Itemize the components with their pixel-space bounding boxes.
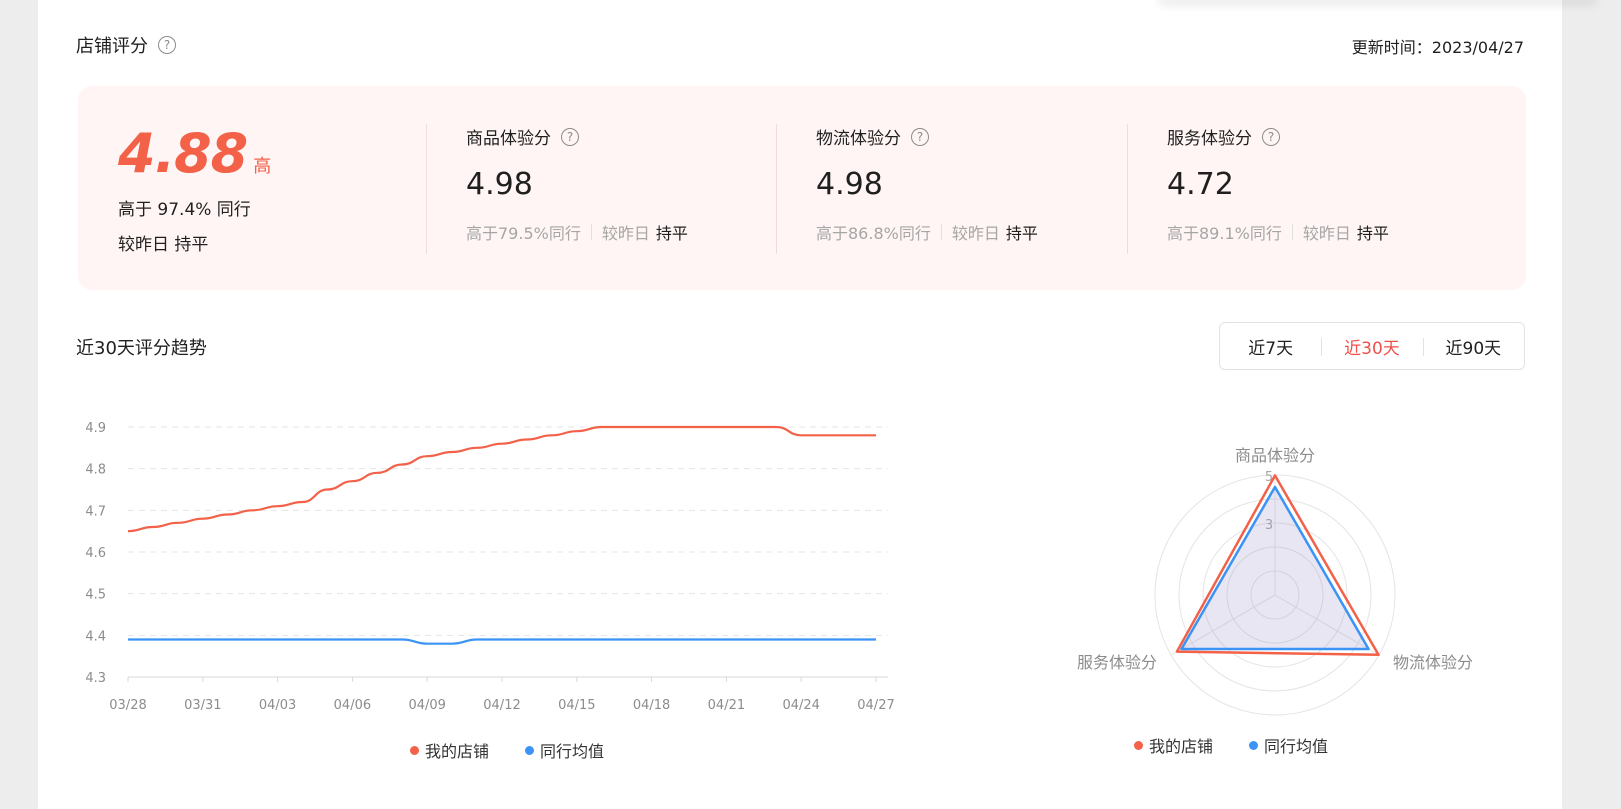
range-90-days[interactable]: 近90天 xyxy=(1422,334,1524,359)
x-tick-label: 03/31 xyxy=(184,698,221,713)
x-tick-label: 04/15 xyxy=(558,698,595,713)
x-tick-label: 04/12 xyxy=(483,698,520,713)
divider xyxy=(1127,124,1128,254)
radar-axis-label: 商品体验分 xyxy=(1235,446,1315,465)
radar-tick-label: 5 xyxy=(1265,470,1273,485)
range-30-days[interactable]: 近30天 xyxy=(1321,334,1422,359)
x-tick-label: 04/24 xyxy=(782,698,819,713)
x-tick-label: 04/09 xyxy=(408,698,445,713)
legend-item-peer[interactable]: 同行均值 xyxy=(1249,733,1328,757)
y-tick-label: 4.4 xyxy=(85,629,106,644)
y-tick-label: 4.8 xyxy=(85,463,106,478)
sub-score-title: 物流体验分 xyxy=(816,129,901,149)
section-header: 店铺评分 ? xyxy=(76,32,176,58)
trend-title: 近30天评分趋势 xyxy=(76,338,207,359)
legend-item-peer[interactable]: 同行均值 xyxy=(525,738,604,762)
shop-score-card: 店铺评分 ? 更新时间：2023/04/27 4.88 高 高于 97.4% 同行… xyxy=(38,0,1562,809)
sub-score-beat: 高于79.5%同行 xyxy=(466,224,581,243)
overall-score: 4.88 高 高于 97.4% 同行 较昨日 持平 xyxy=(118,122,271,255)
radar-axis-label: 物流体验分 xyxy=(1393,653,1473,672)
sub-score-logistics: 物流体验分? 4.98 高于86.8%同行 较昨日 持平 xyxy=(816,124,1038,254)
sub-score-value: 4.98 xyxy=(466,167,533,202)
score-summary-panel: 4.88 高 高于 97.4% 同行 较昨日 持平 商品体验分? 4.98 高于7… xyxy=(78,86,1526,290)
y-tick-label: 4.9 xyxy=(85,421,106,436)
range-7-days[interactable]: 近7天 xyxy=(1248,338,1294,359)
page-title: 店铺评分 xyxy=(76,36,148,57)
series-line-mine[interactable] xyxy=(127,425,876,533)
x-tick-label: 04/03 xyxy=(259,698,296,713)
divider xyxy=(776,124,777,254)
help-icon[interactable]: ? xyxy=(158,36,176,54)
radar-spoke xyxy=(1274,594,1380,656)
sub-score-product: 商品体验分? 4.98 高于79.5%同行 较昨日 持平 xyxy=(466,124,688,254)
y-tick-label: 4.5 xyxy=(85,588,106,603)
radar-series-mine[interactable] xyxy=(1175,474,1380,657)
radar-chart-legend: 我的店铺 同行均值 xyxy=(1134,733,1364,757)
help-icon[interactable]: ? xyxy=(561,127,579,146)
y-tick-label: 4.3 xyxy=(85,671,106,686)
y-tick-label: 4.6 xyxy=(85,546,106,561)
range-selector: 近7天 近30天 近90天 xyxy=(1219,322,1525,370)
divider xyxy=(426,124,427,254)
sub-score-value: 4.72 xyxy=(1167,167,1234,202)
radar-spoke xyxy=(1170,594,1276,656)
update-time: 更新时间：2023/04/27 xyxy=(1351,38,1524,57)
overall-compare: 较昨日 持平 xyxy=(118,235,209,255)
x-tick-label: 04/18 xyxy=(633,698,670,713)
sub-score-title: 商品体验分 xyxy=(466,129,551,149)
sub-score-beat: 高于89.1%同行 xyxy=(1167,224,1282,243)
series-line-peer[interactable] xyxy=(127,638,876,645)
overall-level-badge: 高 xyxy=(253,156,272,177)
sub-score-beat: 高于86.8%同行 xyxy=(816,224,931,243)
x-tick-label: 04/21 xyxy=(708,698,745,713)
radar-tick-label: 3 xyxy=(1265,518,1273,533)
overall-score-value: 4.88 xyxy=(118,122,248,185)
radar-axis-label: 服务体验分 xyxy=(1077,653,1157,672)
x-tick-label: 03/28 xyxy=(109,698,146,713)
y-tick-label: 4.7 xyxy=(85,504,106,519)
trend-line-chart: 4.3 4.4 4.5 4.6 4.7 4.8 4.9 03/28 03/31 04/03 04/0… xyxy=(85,421,894,713)
legend-item-mine[interactable]: 我的店铺 xyxy=(410,738,489,762)
sub-score-title: 服务体验分 xyxy=(1167,129,1252,149)
line-chart-legend: 我的店铺 同行均值 xyxy=(410,738,640,762)
sub-score-value: 4.98 xyxy=(816,167,883,202)
help-icon[interactable]: ? xyxy=(911,127,929,146)
x-tick-label: 04/06 xyxy=(334,698,371,713)
radar-series-peer[interactable] xyxy=(1180,485,1370,651)
legend-item-mine[interactable]: 我的店铺 xyxy=(1134,733,1213,757)
help-icon[interactable]: ? xyxy=(1262,127,1280,146)
overall-beat-text: 高于 97.4% 同行 xyxy=(118,200,251,220)
x-tick-label: 04/27 xyxy=(857,698,894,713)
sub-score-service: 服务体验分? 4.72 高于89.1%同行 较昨日 持平 xyxy=(1167,124,1389,254)
